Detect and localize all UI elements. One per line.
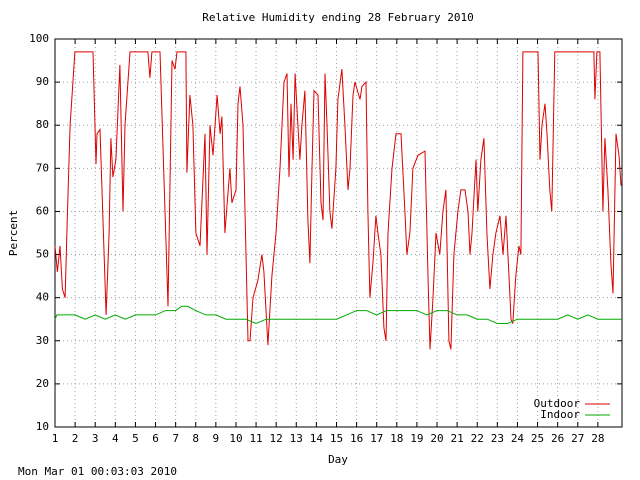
legend-label: Indoor <box>540 408 580 421</box>
x-tick-label: 26 <box>551 432 564 445</box>
x-tick-label: 16 <box>350 432 363 445</box>
y-tick-label: 80 <box>36 118 49 131</box>
x-tick-label: 2 <box>72 432 79 445</box>
x-tick-label: 1 <box>52 432 59 445</box>
x-tick-label: 8 <box>192 432 199 445</box>
x-tick-label: 7 <box>172 432 179 445</box>
x-tick-label: 24 <box>511 432 525 445</box>
y-tick-label: 100 <box>29 32 49 45</box>
chart-title: Relative Humidity ending 28 February 201… <box>202 11 474 24</box>
x-tick-label: 21 <box>451 432 464 445</box>
y-tick-label: 20 <box>36 377 49 390</box>
y-tick-label: 90 <box>36 75 49 88</box>
x-tick-label: 17 <box>370 432 383 445</box>
y-tick-label: 70 <box>36 161 49 174</box>
x-tick-label: 14 <box>310 432 324 445</box>
x-tick-label: 15 <box>330 432 343 445</box>
x-tick-label: 20 <box>430 432 443 445</box>
x-tick-label: 28 <box>591 432 604 445</box>
y-axis-label: Percent <box>7 210 20 256</box>
plot-frame <box>54 38 623 428</box>
x-axis-label: Day <box>328 453 348 466</box>
x-tick-label: 4 <box>112 432 119 445</box>
y-tick-label: 40 <box>36 291 49 304</box>
y-tick-label: 10 <box>36 420 49 433</box>
x-tick-label: 3 <box>92 432 99 445</box>
timestamp: Mon Mar 01 00:03:03 2010 <box>18 465 177 478</box>
x-tick-label: 11 <box>249 432 262 445</box>
x-tick-label: 9 <box>213 432 220 445</box>
x-tick-label: 22 <box>471 432 484 445</box>
y-tick-label: 60 <box>36 204 49 217</box>
x-tick-label: 18 <box>390 432 403 445</box>
series-line <box>54 305 622 325</box>
x-tick-label: 13 <box>290 432 303 445</box>
x-tick-label: 25 <box>531 432 544 445</box>
x-tick-label: 19 <box>410 432 423 445</box>
legend-label: Outdoor <box>534 397 581 410</box>
y-tick-label: 30 <box>36 334 49 347</box>
x-tick-label: 6 <box>152 432 159 445</box>
y-tick-label: 50 <box>36 248 49 261</box>
x-tick-label: 23 <box>491 432 504 445</box>
x-tick-label: 12 <box>270 432 283 445</box>
series-line <box>54 51 622 350</box>
x-tick-label: 27 <box>571 432 584 445</box>
x-tick-label: 5 <box>132 432 139 445</box>
x-tick-label: 10 <box>229 432 242 445</box>
